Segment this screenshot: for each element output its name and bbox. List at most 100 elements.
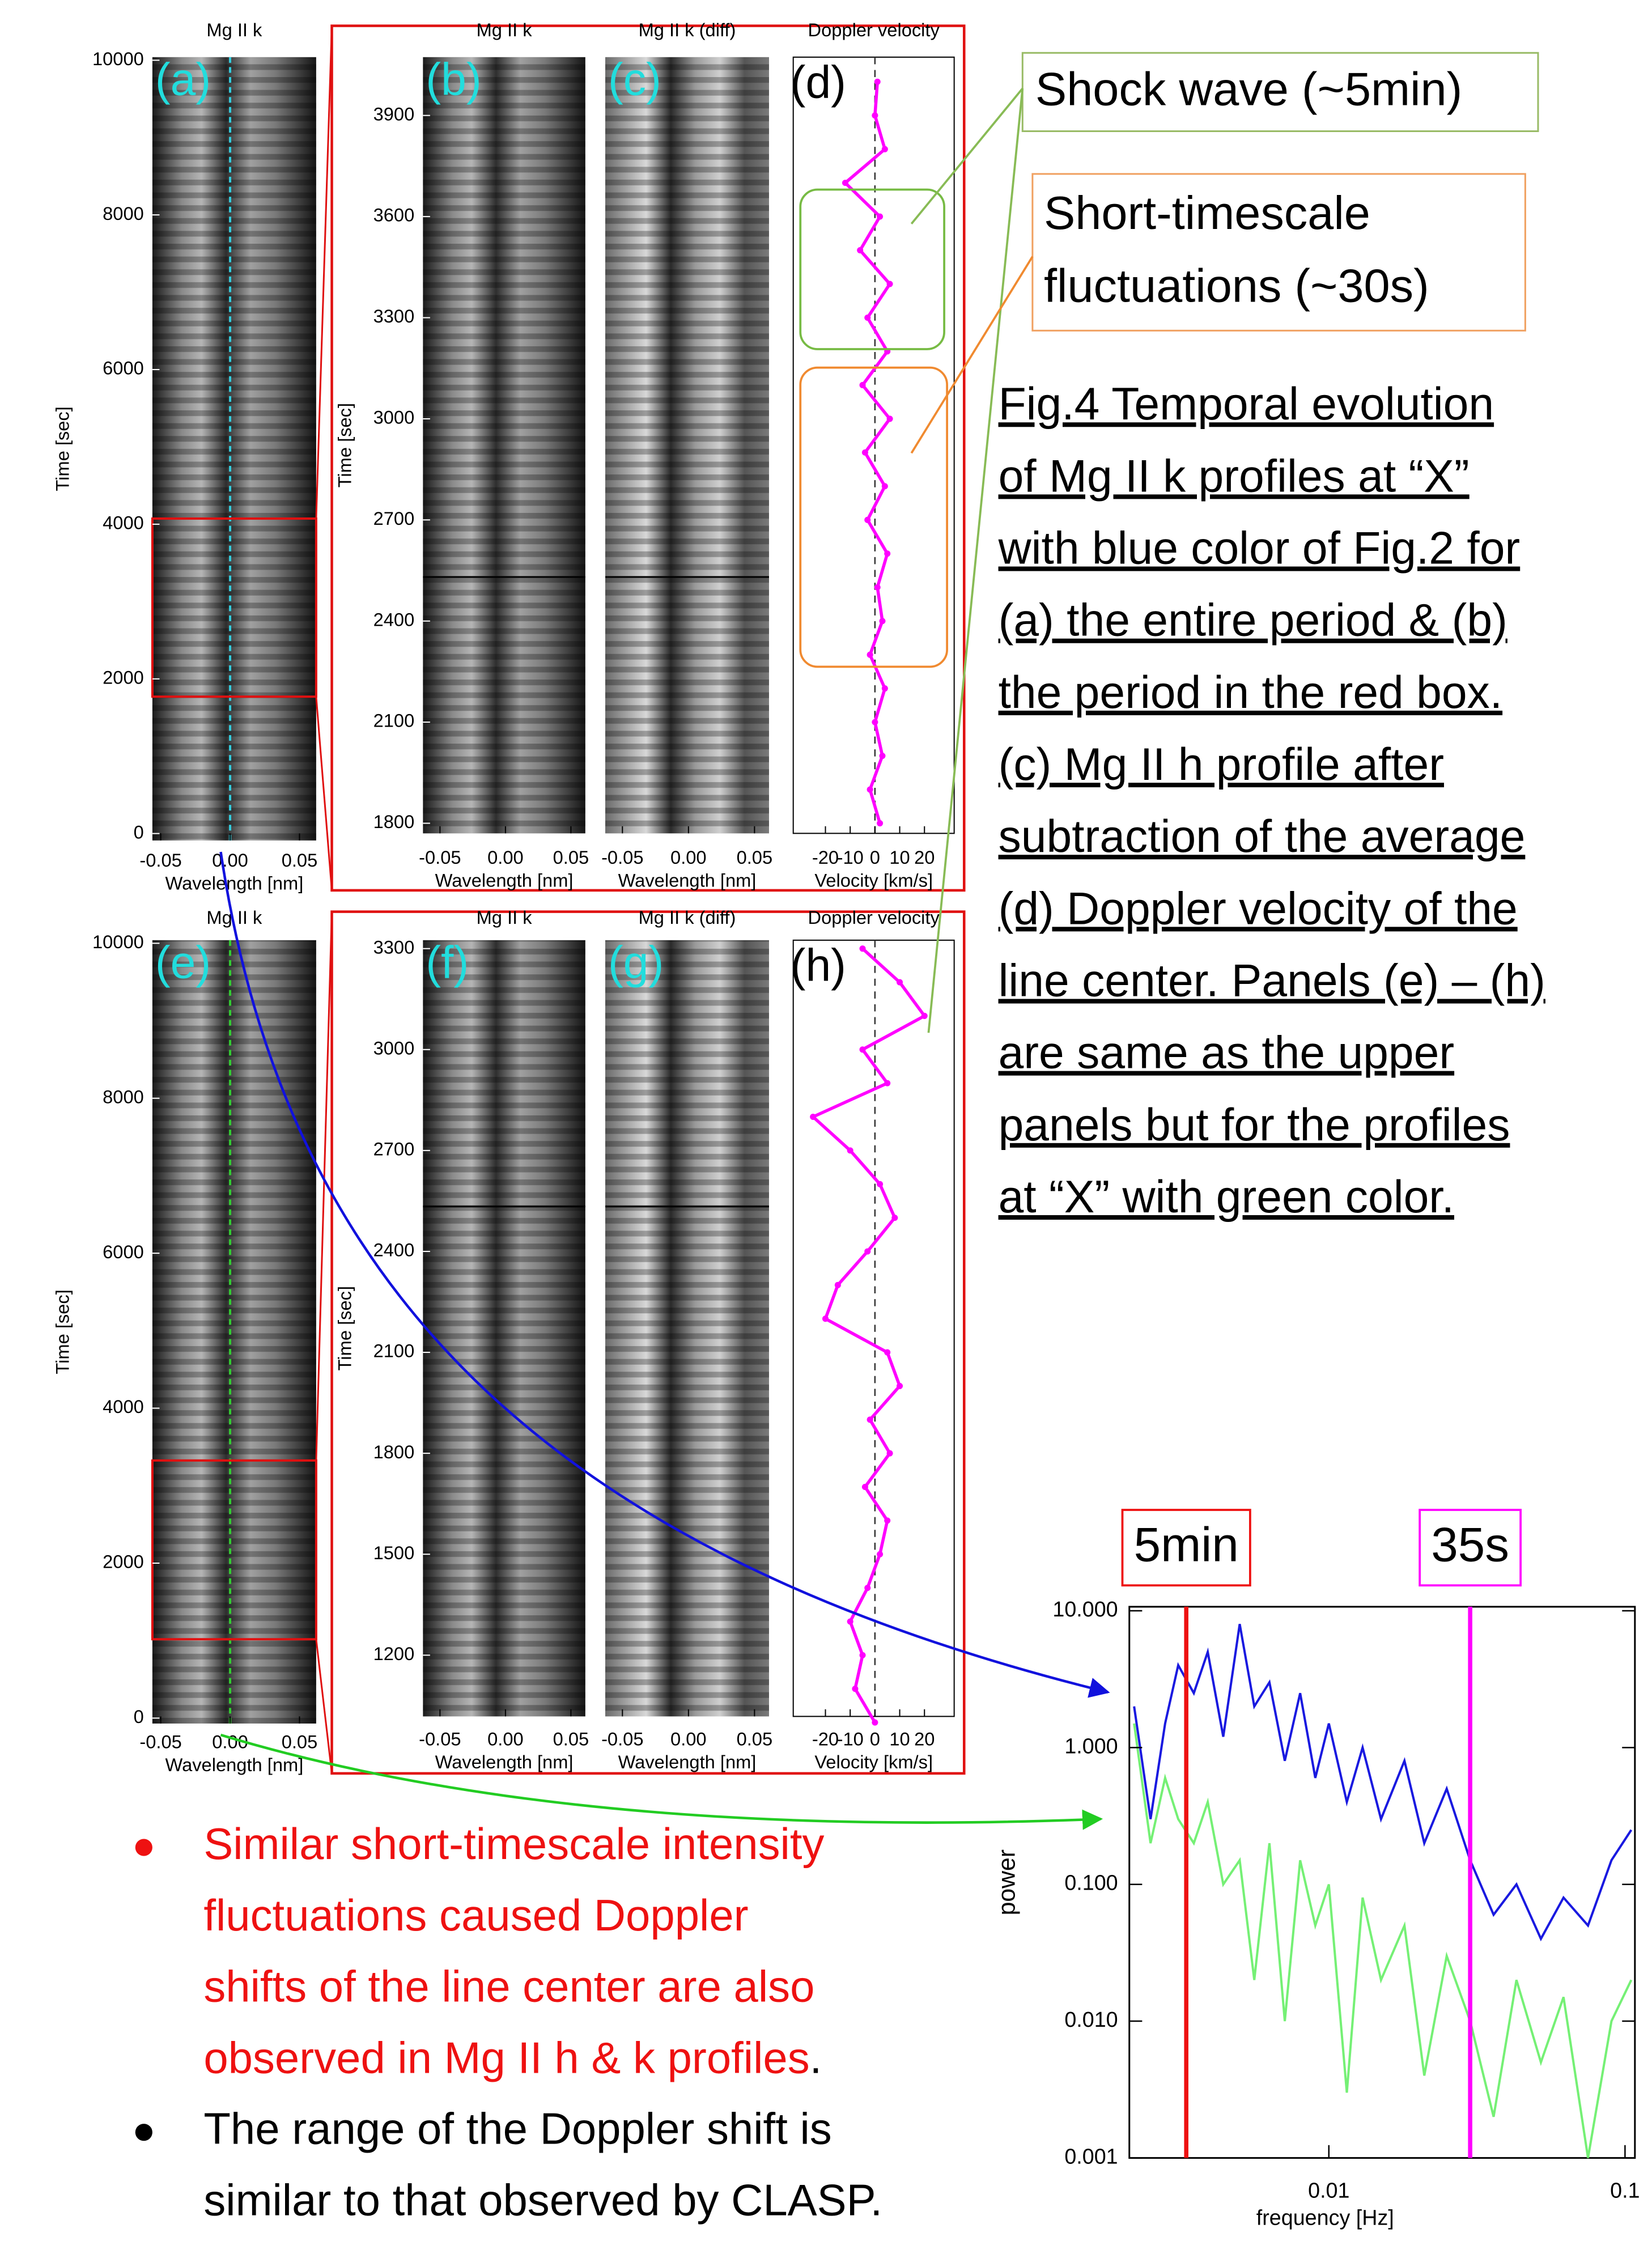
velocity-point (859, 381, 866, 388)
velocity-point (897, 979, 903, 986)
x-tick-label: 0.05 (282, 1732, 318, 1752)
leader-line (910, 256, 1034, 454)
x-axis-label: Wavelength [nm] (618, 1751, 757, 1772)
y-tick-label: 2400 (373, 1240, 415, 1261)
velocity-point (864, 516, 871, 523)
y-tick-label: 4000 (103, 1396, 144, 1417)
y-tick-label: 3300 (373, 936, 415, 957)
panel-title: Mg II k (477, 907, 533, 928)
zoom-range-box (151, 517, 317, 698)
velocity-point (859, 1652, 866, 1658)
velocity-point (881, 483, 888, 490)
highlight-box (799, 366, 948, 668)
panel-title: Doppler velocity (808, 907, 940, 928)
velocity-point (877, 1181, 884, 1187)
x-tick-label: -20 (812, 1729, 839, 1750)
y-tick-label: 10000 (92, 48, 144, 69)
x-tick-label: -10 (837, 1729, 864, 1750)
velocity-point (881, 685, 888, 692)
caption-line: at “X” with green color. (999, 1172, 1454, 1223)
velocity-point (872, 112, 878, 119)
velocity-point (867, 651, 873, 658)
caption-line: are same as the upper (999, 1028, 1455, 1079)
caption-line: (c) Mg II h profile after (999, 739, 1444, 790)
velocity-point (872, 1719, 878, 1726)
bullets: Similar short-timescale intensity fluctua… (135, 1819, 882, 2225)
y-tick-label: 3600 (373, 205, 415, 226)
y-tick-label: 10000 (92, 931, 144, 952)
caption-line: with blue color of Fig.2 for (998, 523, 1521, 574)
velocity-point (859, 1046, 866, 1053)
y-tick-label: 2000 (103, 1551, 144, 1572)
highlight-box (799, 188, 945, 350)
x-axis-label: frequency [Hz] (1256, 2205, 1394, 2229)
bullet-dot (135, 1839, 152, 1856)
spectrogram-texture (152, 940, 316, 1724)
panel-label: (g) (608, 937, 664, 988)
velocity-point (847, 1147, 853, 1154)
x-tick-label: -0.05 (601, 847, 643, 868)
panel-label: (h) (791, 940, 846, 991)
y-tick-label: 0.010 (1064, 2008, 1118, 2031)
y-tick-label: 6000 (103, 1241, 144, 1262)
panel-title: Mg II k (diff) (639, 907, 736, 928)
y-tick-label: 1200 (373, 1643, 415, 1664)
velocity-point (874, 584, 881, 591)
velocity-point (864, 1248, 871, 1255)
plot-frame (792, 56, 955, 834)
y-tick-label: 2100 (373, 1340, 415, 1361)
marker-label-box (1419, 1509, 1522, 1587)
velocity-point (864, 314, 871, 321)
bullet-line: observed in Mg II h & k profiles. (203, 2032, 822, 2082)
y-tick-label: 0.001 (1064, 2144, 1118, 2168)
velocity-point (822, 1315, 829, 1322)
leader-line (927, 88, 1024, 1033)
spectrogram-texture (423, 57, 585, 834)
velocity-point (867, 786, 873, 793)
y-tick-label: 4000 (103, 512, 144, 533)
velocity-point (884, 1349, 891, 1356)
y-axis-label: Time [sec] (334, 403, 355, 487)
zoom-connector (315, 1639, 333, 1774)
plot-frame (792, 939, 955, 1717)
spectrogram-texture (605, 940, 769, 1717)
y-tick-label: 2100 (373, 710, 415, 731)
velocity-point (881, 146, 888, 152)
x-tick-label: 0.01 (1308, 2179, 1349, 2202)
velocity-point (859, 945, 866, 952)
marker-label: 35s (1431, 1518, 1509, 1572)
velocity-point (886, 1450, 893, 1457)
y-tick-label: 0 (134, 821, 144, 842)
plot-frame (1128, 1606, 1636, 2159)
velocity-point (834, 1281, 841, 1288)
zoom-connector (315, 911, 333, 1461)
panel-label: (d) (791, 57, 846, 108)
spectrogram-texture (423, 940, 585, 1717)
x-tick-label: 0 (870, 1729, 880, 1750)
panel-title: Mg II k (diff) (639, 19, 736, 40)
x-tick-label: 0.05 (737, 847, 773, 868)
y-tick-label: 0.100 (1064, 1871, 1118, 1895)
caption-line: (a) the entire period & (b) (999, 595, 1507, 646)
velocity-point (874, 78, 881, 85)
bullet-line: similar to that observed by CLASP. (203, 2175, 882, 2225)
velocity-point (891, 1215, 898, 1221)
spectrogram-texture (605, 57, 769, 834)
bullet-text: observed in Mg II h & k profiles (203, 2032, 809, 2082)
bullet-tail: . (810, 2032, 822, 2082)
y-tick-label: 3300 (373, 305, 415, 326)
zoom-connector (315, 26, 333, 519)
leader-line (910, 87, 1024, 225)
bullet-line: shifts of the line center are also (203, 1961, 814, 2011)
velocity-point (852, 1686, 859, 1692)
velocity-point (857, 247, 864, 254)
caption-line: (d) Doppler velocity of the (999, 883, 1518, 934)
y-tick-label: 2400 (373, 609, 415, 630)
x-tick-label: 20 (914, 847, 935, 868)
y-axis-label: power (993, 1849, 1020, 1915)
panel-label: (e) (155, 937, 211, 988)
velocity-point (861, 1483, 868, 1491)
caption-line: panels but for the profiles (999, 1100, 1510, 1151)
